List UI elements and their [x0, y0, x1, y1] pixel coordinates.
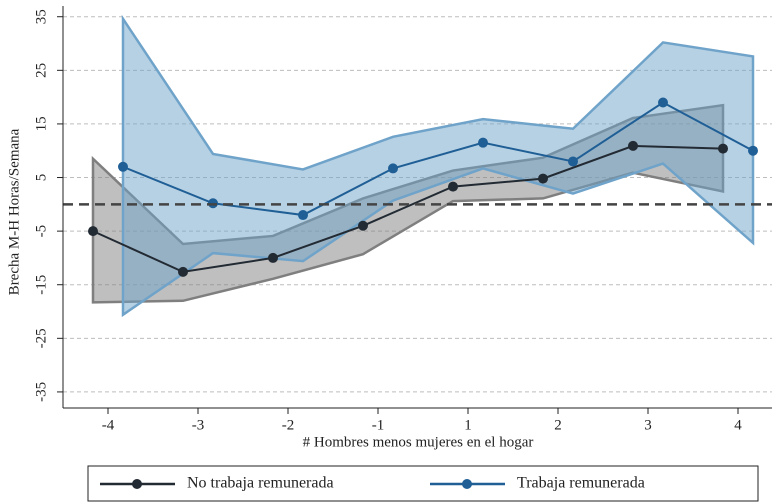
- y-tick-label: 5: [33, 174, 49, 182]
- y-tick-label: -25: [33, 328, 49, 348]
- y-tick-label: -15: [33, 275, 49, 295]
- x-tick-label: -4: [102, 417, 115, 433]
- data-point: [178, 266, 188, 277]
- x-tick-label: -2: [282, 417, 295, 433]
- x-axis-label: # Hombres menos mujeres en el hogar: [303, 434, 534, 450]
- x-tick-label: 4: [734, 417, 742, 433]
- data-point: [118, 161, 128, 172]
- y-tick-label: -5: [33, 225, 49, 238]
- y-axis-label: Brecha M-H Horas/Semana: [6, 128, 22, 295]
- legend-box: [87, 465, 759, 502]
- legend-marker: [132, 479, 142, 489]
- x-tick-label: -3: [192, 417, 205, 433]
- x-tick-label: 1: [464, 417, 472, 433]
- legend-label: Trabaja remunerada: [517, 475, 645, 492]
- data-point: [478, 137, 488, 148]
- x-tick-label: 2: [554, 417, 562, 433]
- data-point: [538, 173, 548, 184]
- y-tick-label: -35: [33, 382, 49, 402]
- y-tick-label: 15: [33, 116, 49, 131]
- data-point: [298, 210, 308, 221]
- data-point: [268, 252, 278, 263]
- data-point: [568, 156, 578, 167]
- data-point: [658, 97, 668, 108]
- data-point: [358, 220, 368, 231]
- data-point: [388, 163, 398, 174]
- data-point: [628, 140, 638, 151]
- legend-marker: [462, 479, 472, 489]
- data-point: [88, 226, 98, 237]
- series-line: [92, 144, 724, 273]
- legend-label: No trabaja remunerada: [187, 475, 334, 492]
- data-point: [448, 181, 458, 192]
- x-tick-label: 3: [644, 417, 652, 433]
- data-point: [748, 145, 758, 156]
- y-tick-label: 35: [33, 9, 49, 24]
- x-tick-label: -1: [372, 417, 385, 433]
- y-tick-label: 25: [33, 63, 49, 78]
- data-point: [718, 143, 728, 154]
